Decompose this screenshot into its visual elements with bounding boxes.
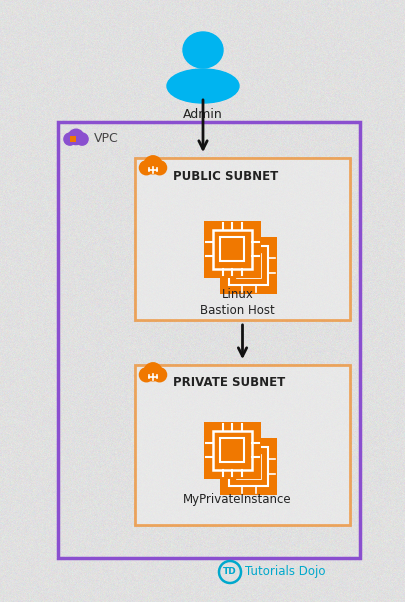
Circle shape <box>144 363 162 381</box>
Circle shape <box>64 133 76 145</box>
Text: PUBLIC SUBNET: PUBLIC SUBNET <box>173 170 277 182</box>
Ellipse shape <box>183 32 222 68</box>
Text: VPC: VPC <box>94 132 118 146</box>
Circle shape <box>139 161 153 175</box>
Text: Tutorials Dojo: Tutorials Dojo <box>244 565 325 579</box>
FancyBboxPatch shape <box>237 253 260 278</box>
Text: MyPrivateInstance: MyPrivateInstance <box>183 493 291 506</box>
FancyBboxPatch shape <box>237 455 260 479</box>
FancyBboxPatch shape <box>220 438 277 495</box>
FancyBboxPatch shape <box>220 237 244 261</box>
FancyBboxPatch shape <box>213 430 252 470</box>
FancyBboxPatch shape <box>203 421 260 479</box>
FancyBboxPatch shape <box>135 158 349 320</box>
FancyBboxPatch shape <box>203 220 260 278</box>
Circle shape <box>152 368 166 382</box>
FancyBboxPatch shape <box>141 166 164 173</box>
FancyBboxPatch shape <box>135 365 349 525</box>
Text: PRIVATE SUBNET: PRIVATE SUBNET <box>173 376 285 389</box>
Circle shape <box>76 133 88 145</box>
Circle shape <box>144 156 162 174</box>
FancyBboxPatch shape <box>141 373 164 380</box>
Ellipse shape <box>166 69 239 103</box>
FancyBboxPatch shape <box>229 246 268 285</box>
FancyBboxPatch shape <box>66 137 86 143</box>
Text: TD: TD <box>223 568 236 577</box>
Circle shape <box>152 161 166 175</box>
FancyBboxPatch shape <box>70 136 76 143</box>
Text: Linux
Bastion Host: Linux Bastion Host <box>200 288 274 317</box>
FancyBboxPatch shape <box>213 229 252 268</box>
FancyBboxPatch shape <box>229 447 268 486</box>
FancyBboxPatch shape <box>220 237 277 294</box>
Circle shape <box>68 129 83 144</box>
FancyBboxPatch shape <box>220 438 244 462</box>
Text: Admin: Admin <box>183 108 222 121</box>
Circle shape <box>139 368 153 382</box>
